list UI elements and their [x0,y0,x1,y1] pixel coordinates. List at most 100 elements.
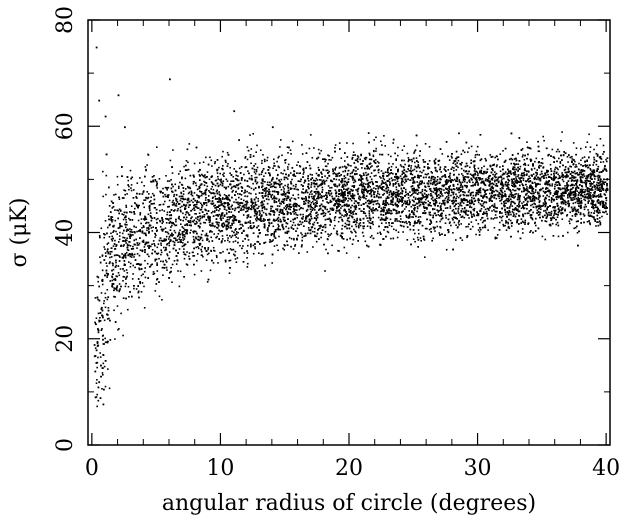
scatter-point [494,217,496,219]
scatter-point [504,200,506,202]
scatter-point [289,172,292,174]
scatter-point [396,236,399,239]
scatter-point [340,200,342,203]
scatter-point [106,341,109,344]
scatter-point [166,180,169,182]
scatter-point [338,184,340,187]
scatter-point [508,218,510,221]
scatter-point [551,185,553,187]
scatter-point [570,191,572,194]
scatter-point [361,181,363,184]
scatter-point [293,213,295,215]
scatter-point [250,178,253,181]
scatter-point [424,206,427,209]
scatter-point [128,261,130,263]
scatter-point [438,232,441,234]
scatter-point [179,181,181,184]
scatter-point [432,176,435,178]
scatter-point [522,213,524,216]
scatter-point [511,205,514,207]
scatter-point [585,175,588,177]
scatter-point [571,176,574,179]
scatter-point [365,215,367,217]
scatter-point [201,245,204,248]
scatter-point [526,173,528,175]
scatter-point [207,201,210,203]
scatter-point [113,194,115,196]
scatter-point [574,166,576,168]
scatter-point [324,270,326,272]
scatter-point [188,252,191,254]
scatter-point [313,203,315,205]
scatter-point [477,182,479,185]
scatter-point [195,237,197,240]
scatter-point [222,197,224,199]
scatter-point [599,195,601,198]
scatter-point [599,155,602,158]
scatter-point [592,164,594,166]
scatter-point [265,214,268,216]
scatter-point [341,220,344,222]
scatter-point [593,210,596,212]
scatter-point [435,184,437,186]
scatter-point [237,187,240,189]
scatter-point [332,208,335,211]
scatter-point [591,201,593,203]
scatter-point [428,146,431,148]
scatter-point [286,210,289,213]
scatter-point [96,379,98,381]
scatter-point [341,205,343,208]
scatter-point [388,174,390,176]
scatter-point [377,192,379,195]
scatter-point [258,205,260,208]
scatter-point [450,224,452,227]
scatter-point [193,219,196,221]
scatter-point [216,201,219,203]
scatter-point [213,205,215,207]
scatter-point [584,164,587,166]
scatter-point [369,225,372,228]
scatter-point [113,224,115,227]
scatter-point [477,167,480,170]
scatter-point [172,185,174,188]
scatter-point [115,193,117,196]
scatter-point [411,216,413,218]
scatter-point [463,184,466,187]
scatter-point [366,217,368,219]
scatter-point [345,203,348,205]
scatter-point [449,175,451,177]
scatter-point [131,252,133,255]
scatter-point [170,179,172,181]
scatter-point [247,244,249,247]
scatter-point [168,205,170,208]
scatter-point [263,242,265,244]
scatter-point [538,196,540,199]
scatter-point [326,208,328,211]
scatter-point [564,199,566,202]
scatter-point [538,178,540,181]
scatter-point [260,253,263,255]
scatter-point [440,188,443,191]
scatter-point [314,209,316,211]
scatter-point [557,168,559,171]
scatter-point [585,185,587,188]
scatter-point [252,182,254,185]
scatter-point [469,166,471,169]
scatter-point [355,220,358,222]
scatter-point [594,188,597,190]
scatter-point [513,209,516,211]
scatter-point [215,254,218,257]
scatter-point [118,283,121,285]
scatter-point [542,202,545,204]
scatter-point [273,186,276,189]
scatter-point [461,200,464,202]
scatter-point [380,140,382,143]
scatter-point [325,248,327,251]
scatter-point [591,189,594,191]
scatter-point [588,196,591,198]
scatter-point [439,168,441,170]
scatter-point [149,212,152,214]
scatter-point [445,181,447,184]
scatter-point [381,180,383,182]
scatter-point [571,158,574,160]
